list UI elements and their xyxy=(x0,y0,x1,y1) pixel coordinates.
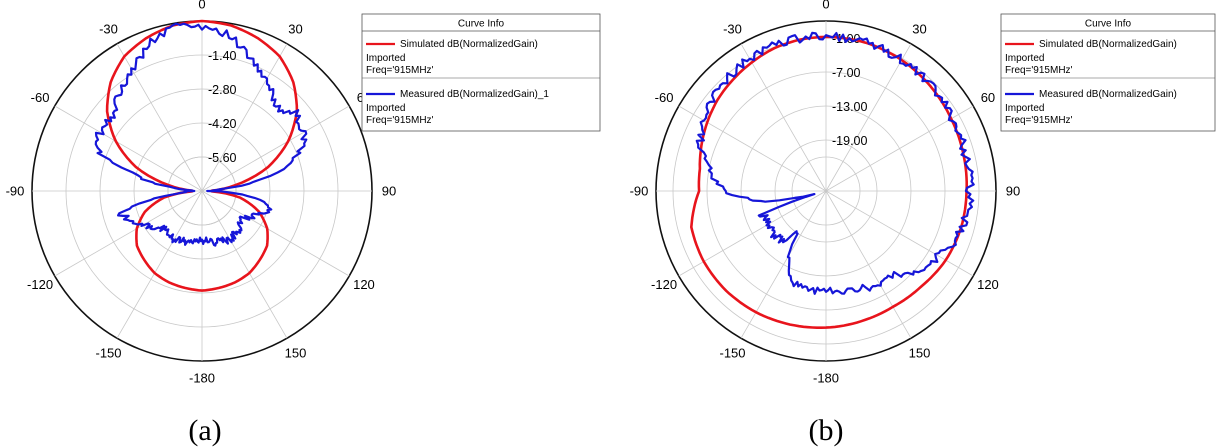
radial-tick-label: -5.60 xyxy=(208,151,237,165)
polar-spoke xyxy=(678,190,827,277)
legend-entry-label: Measured dB(NormalizedGain)_1 xyxy=(400,89,549,100)
angle-tick-label: 90 xyxy=(1006,184,1020,199)
legend-box xyxy=(1000,13,1216,132)
polar-spoke xyxy=(825,43,912,192)
series-measured-line xyxy=(695,31,975,295)
legend-title: Curve Info xyxy=(1085,19,1132,30)
angle-tick-label: 0 xyxy=(198,0,205,12)
series-simulated-line xyxy=(105,19,299,292)
legend-entry-sub: Imported xyxy=(1005,53,1044,64)
polar-spoke xyxy=(740,43,827,192)
polar-spoke xyxy=(201,190,350,277)
polar-spoke xyxy=(740,190,827,339)
figure-caption: (a) xyxy=(188,414,221,447)
angle-tick-label: -60 xyxy=(655,90,674,105)
angle-tick-label: 0 xyxy=(822,0,829,12)
legend-entry-sub: Imported xyxy=(1005,103,1044,114)
polar-plot-b: 0306090120150-180-150-120-90-60-30-1.00-… xyxy=(630,0,1216,447)
angle-tick-label: 120 xyxy=(977,277,999,292)
angle-tick-label: 30 xyxy=(912,22,926,37)
legend-title: Curve Info xyxy=(458,19,505,30)
angle-tick-label: -150 xyxy=(719,345,745,360)
figure-caption: (b) xyxy=(809,414,844,447)
angle-tick-label: -60 xyxy=(31,90,50,105)
polar-spoke xyxy=(825,190,912,339)
polar-spoke xyxy=(201,43,288,192)
angle-tick-label: 30 xyxy=(288,22,302,37)
legend-entry-sub: Imported xyxy=(366,103,405,114)
angle-tick-label: -90 xyxy=(630,184,649,199)
legend-entry-sub: Freq='915MHz' xyxy=(366,115,434,126)
polar-spoke xyxy=(825,190,974,277)
radial-tick-label: -7.00 xyxy=(832,66,861,80)
radial-tick-label: -13.00 xyxy=(832,100,867,114)
legend-entry-label: Simulated dB(NormalizedGain) xyxy=(1039,39,1177,50)
legend-entry-sub: Freq='915MHz' xyxy=(366,65,434,76)
legend-entry-sub: Freq='915MHz' xyxy=(1005,65,1073,76)
legend-box xyxy=(361,13,601,132)
radial-tick-label: -4.20 xyxy=(208,117,237,131)
legend-entry-sub: Freq='915MHz' xyxy=(1005,115,1073,126)
polar-spoke xyxy=(116,43,203,192)
angle-tick-label: 150 xyxy=(285,345,307,360)
radial-tick-label: -1.40 xyxy=(208,49,237,63)
radial-tick-label: -19.00 xyxy=(832,134,867,148)
angle-tick-label: -180 xyxy=(189,371,215,386)
polar-plot-a: 0306090120150-180-150-120-90-60-30-1.40-… xyxy=(6,0,601,447)
legend-entry-label: Measured dB(NormalizedGain) xyxy=(1039,89,1177,100)
polar-spoke xyxy=(54,190,203,277)
legend-entry-sub: Imported xyxy=(366,53,405,64)
angle-tick-label: 90 xyxy=(382,184,396,199)
polar-spoke xyxy=(201,105,350,192)
angle-tick-label: -120 xyxy=(27,277,53,292)
angle-tick-label: -90 xyxy=(6,184,25,199)
angle-tick-label: 60 xyxy=(981,90,995,105)
legend-entry-label: Simulated dB(NormalizedGain) xyxy=(400,39,538,50)
angle-tick-label: -150 xyxy=(95,345,121,360)
polar-spoke xyxy=(54,105,203,192)
radial-tick-label: -2.80 xyxy=(208,83,237,97)
angle-tick-label: -120 xyxy=(651,277,677,292)
polar-spoke xyxy=(116,190,203,339)
polar-spoke xyxy=(201,190,288,339)
angle-tick-label: -30 xyxy=(723,22,742,37)
angle-tick-label: -30 xyxy=(99,22,118,37)
angle-tick-label: -180 xyxy=(813,371,839,386)
angle-tick-label: 150 xyxy=(909,345,931,360)
angle-tick-label: 120 xyxy=(353,277,375,292)
series-measured-line xyxy=(94,22,308,247)
